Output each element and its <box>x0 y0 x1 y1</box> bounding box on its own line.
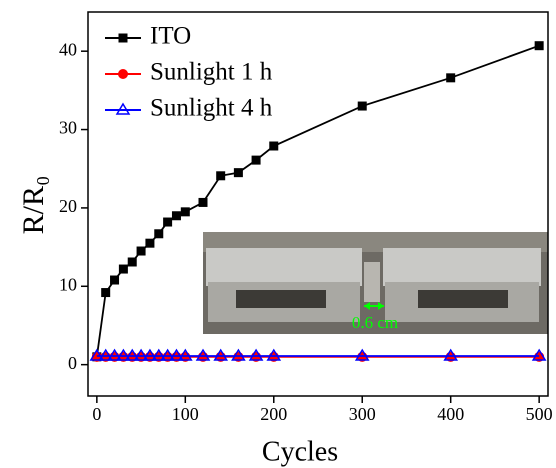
marker <box>89 348 105 361</box>
marker <box>110 275 120 285</box>
marker <box>154 229 164 239</box>
x-tick-label: 300 <box>349 404 376 424</box>
plot-frame <box>87 11 549 397</box>
marker <box>163 217 173 227</box>
marker <box>98 348 114 361</box>
clamp-left-slot <box>236 290 326 308</box>
marker <box>133 348 149 361</box>
y-tick-label: 0 <box>68 353 77 373</box>
marker <box>180 207 190 217</box>
marker <box>124 348 140 361</box>
marker <box>269 141 279 151</box>
marker <box>357 101 367 111</box>
legend-label: Sunlight 4 h <box>150 95 273 122</box>
x-tick-label: 0 <box>92 404 101 424</box>
marker <box>145 238 155 248</box>
marker <box>354 348 370 361</box>
legend-label: ITO <box>150 23 191 50</box>
marker <box>116 348 131 361</box>
marker <box>195 348 211 361</box>
marker <box>213 348 229 361</box>
marker <box>177 348 193 361</box>
marker <box>443 348 459 361</box>
x-tick-label: 500 <box>526 404 553 424</box>
legend-marker <box>118 69 128 79</box>
marker <box>534 41 544 51</box>
y-tick-label: 10 <box>59 274 77 294</box>
marker <box>231 348 246 361</box>
photo-top <box>203 232 548 252</box>
sample <box>364 262 380 302</box>
y-axis-label: R/R₀ <box>17 176 50 235</box>
marker <box>118 264 128 274</box>
legend-marker <box>115 102 131 115</box>
marker <box>127 257 137 267</box>
marker <box>198 197 208 207</box>
annotation: 0.6 cm <box>352 313 398 332</box>
marker <box>251 155 261 165</box>
marker <box>136 246 146 256</box>
clamp-right <box>383 248 541 286</box>
marker <box>107 348 122 361</box>
x-axis-label: Cycles <box>262 436 338 467</box>
gap-arrow-heads <box>364 302 384 310</box>
marker <box>531 348 547 361</box>
marker <box>266 348 282 361</box>
clamp-left <box>206 248 362 286</box>
marker <box>171 211 181 221</box>
legend-marker <box>118 33 128 43</box>
inset-photo: 0.6 cm <box>203 232 548 334</box>
marker <box>233 168 243 178</box>
marker <box>151 348 167 361</box>
legend-label: Sunlight 1 h <box>150 59 273 86</box>
marker <box>216 171 226 181</box>
marker <box>169 348 184 361</box>
marker <box>446 73 456 83</box>
marker <box>160 348 175 361</box>
x-tick-label: 100 <box>172 404 199 424</box>
x-tick-label: 200 <box>260 404 287 424</box>
y-tick-label: 40 <box>59 39 77 59</box>
y-tick-label: 30 <box>59 118 77 138</box>
marker <box>101 288 111 298</box>
plot-layer: 0 100 200 300 400 500 0 10 20 30 40 ITO Sunlight 1 h… <box>59 23 553 424</box>
marker <box>248 348 264 361</box>
y-tick-label: 20 <box>59 196 77 216</box>
clamp-right-slot <box>418 290 508 308</box>
x-tick-label: 400 <box>437 404 464 424</box>
marker <box>142 348 158 361</box>
